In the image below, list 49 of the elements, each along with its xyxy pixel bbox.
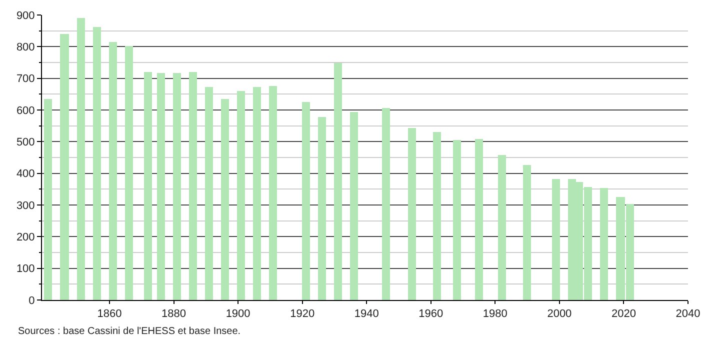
bar [237, 91, 245, 300]
bar [77, 18, 85, 300]
y-tick-label: 900 [16, 10, 35, 22]
bar [144, 72, 152, 300]
bar [382, 108, 390, 300]
y-tick-label: 500 [16, 136, 35, 149]
y-tick-label: 300 [16, 200, 35, 212]
bar [221, 99, 229, 300]
y-tick-label: 800 [16, 42, 35, 54]
bar [334, 63, 342, 300]
x-tick-label: 1980 [482, 308, 508, 320]
x-tick-label: 2020 [611, 308, 636, 320]
bar [109, 42, 117, 300]
x-tick-label: 1920 [290, 308, 315, 320]
bar [157, 73, 165, 300]
bar [498, 155, 506, 300]
x-tick-label: 1860 [97, 308, 122, 320]
bar [433, 132, 441, 300]
bar [318, 117, 326, 300]
source-note: Sources : base Cassini de l'EHESS et base Insee. [18, 326, 241, 337]
bar [453, 140, 461, 300]
y-tick-label: 200 [16, 232, 35, 244]
bar [600, 188, 608, 300]
x-tick-label: 1880 [162, 308, 186, 320]
y-tick-label: 600 [16, 104, 35, 117]
bar [302, 102, 310, 300]
x-tick-label: 2000 [547, 308, 572, 320]
bar [189, 72, 197, 300]
bar [205, 87, 213, 300]
bar [523, 165, 531, 300]
bar [125, 46, 133, 300]
bar [44, 99, 52, 300]
x-tick-label: 1900 [226, 308, 250, 320]
bar [350, 112, 358, 300]
x-tick-label: 1940 [354, 308, 379, 320]
x-tick-label: 2040 [676, 308, 700, 320]
y-tick-label: 400 [16, 168, 35, 180]
bar [552, 179, 560, 300]
bar [253, 87, 261, 300]
y-tick-label: 0 [28, 294, 35, 307]
bar [408, 128, 416, 300]
bar [475, 139, 483, 300]
bar [93, 27, 101, 300]
y-tick-label: 700 [16, 73, 35, 86]
y-tick-label: 100 [16, 263, 35, 276]
bar [173, 73, 181, 300]
x-tick-label: 1960 [418, 308, 444, 320]
bar [269, 86, 277, 300]
bar [60, 34, 69, 300]
